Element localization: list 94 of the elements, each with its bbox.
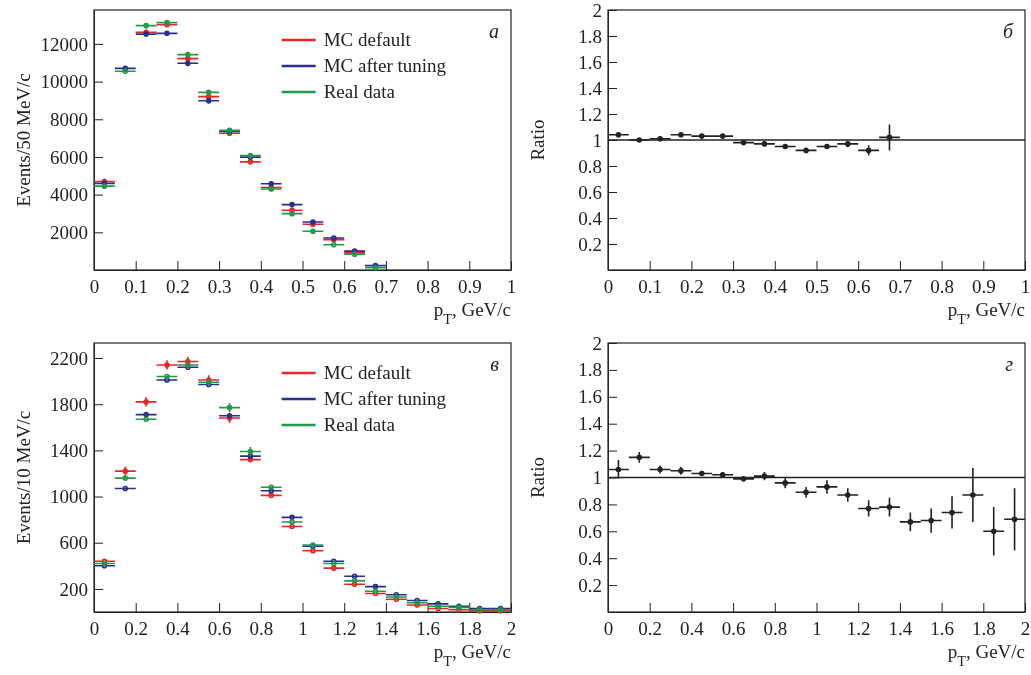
y-tick-label: 1.6 [578,386,602,408]
annotation: г [1005,353,1014,375]
x-tick-label: 0.6 [332,276,357,298]
x-tick-label: 0 [603,276,614,298]
x-tick-label: 0 [89,618,100,640]
y-tick-label: 2 [592,332,602,354]
x-tick-label: 1.2 [846,618,871,640]
y-tick-label: 2000 [50,221,88,243]
y-axis-title: Ratio [527,119,548,161]
legend-label: MC after tuning [323,388,447,409]
x-tick-label: 1 [298,618,308,640]
x-axis-title: p$_{T}$, GeV/c [433,641,511,669]
x-tick-label: 0.5 [291,276,315,298]
y-tick-label: 1.2 [578,440,602,462]
x-tick-label: 1 [812,618,822,640]
y-tick-label: 0.2 [578,574,602,596]
y-tick-label: 0.4 [578,547,603,569]
y-axis-title: Events/10 MeV/c [13,410,34,545]
x-tick-label: 0.2 [166,276,190,298]
x-tick-label: 1 [1020,276,1031,298]
y-tick-label: 0.6 [578,520,602,542]
x-tick-label: 0.3 [207,276,232,298]
annotation: в [490,353,500,375]
legend-label: MC default [323,29,412,50]
y-tick-label: 1.6 [578,51,602,73]
x-tick-label: 2 [506,618,517,640]
x-tick-label: 0.4 [680,618,705,640]
legend-label: MC after tuning [323,55,447,76]
x-tick-label: 0.5 [805,276,829,298]
x-tick-label: 0 [89,276,100,298]
x-tick-label: 0.6 [721,618,746,640]
x-tick-label: 0.7 [888,276,913,298]
x-tick-label: 0.9 [971,276,996,298]
y-tick-label: 10000 [40,71,88,93]
x-tick-label: 0.7 [374,276,399,298]
x-tick-label: 1.6 [416,618,440,640]
x-axis-title: p$_{T}$, GeV/c [947,299,1025,327]
y-tick-label: 0.8 [578,493,602,515]
annotation: а [489,20,499,42]
x-tick-label: 1.8 [971,618,996,640]
x-tick-label: 0.1 [638,276,663,298]
y-tick-label: 6000 [50,146,88,168]
x-tick-label: 0.2 [638,618,663,640]
y-tick-label: 12000 [40,33,88,55]
x-tick-label: 0.3 [721,276,746,298]
y-tick-label: 200 [59,578,88,600]
y-tick-label: 600 [59,532,88,554]
y-tick-label: 0.8 [578,155,602,177]
x-tick-label: 0.1 [124,276,149,298]
y-tick-label: 0.6 [578,181,602,203]
x-tick-label: 1.4 [888,618,913,640]
x-tick-label: 2 [1020,618,1031,640]
y-tick-label: 1.8 [578,359,602,381]
x-tick-label: 0.4 [249,276,274,298]
y-tick-label: 0.2 [578,233,602,255]
y-tick-label: 1800 [50,393,88,415]
x-axis-title: p$_{T}$, GeV/c [947,641,1025,669]
x-tick-label: 0.8 [763,618,788,640]
x-tick-label: 1.2 [332,618,357,640]
y-axis-title: Events/50 MeV/c [13,73,34,207]
y-tick-label: 4000 [50,184,88,206]
y-tick-label: 1.4 [578,413,603,435]
x-axis-title: p$_{T}$, GeV/c [433,299,511,327]
x-tick-label: 1.6 [930,618,954,640]
legend-label: MC default [323,362,412,383]
x-tick-label: 0.2 [680,276,704,298]
x-tick-label: 0.4 [166,618,191,640]
y-tick-label: 0.4 [578,207,603,229]
x-tick-label: 0.2 [124,618,149,640]
y-tick-label: 1400 [50,439,88,461]
x-tick-label: 0.8 [416,276,440,298]
y-tick-label: 8000 [50,108,88,130]
legend-label: Real data [323,414,396,435]
legend-label: Real data [323,81,396,102]
x-tick-label: 0 [603,618,614,640]
x-tick-label: 0.9 [457,276,482,298]
x-tick-label: 1.4 [374,618,399,640]
x-tick-label: 0.4 [763,276,788,298]
y-tick-label: 1.2 [578,103,602,125]
y-tick-label: 2200 [50,347,88,369]
y-axis-title: Ratio [527,456,548,499]
x-tick-label: 1 [506,276,517,298]
annotation: б [1002,20,1014,42]
x-tick-label: 0.8 [249,618,274,640]
y-tick-label: 1.8 [578,25,602,47]
x-tick-label: 0.8 [930,276,954,298]
y-tick-label: 1.4 [578,77,603,99]
x-tick-label: 1.8 [457,618,482,640]
y-tick-label: 1 [592,129,602,151]
x-tick-label: 0.6 [846,276,871,298]
y-tick-label: 1000 [50,486,88,508]
x-tick-label: 0.6 [207,618,232,640]
y-tick-label: 1 [592,467,602,489]
y-tick-label: 2 [592,0,602,21]
